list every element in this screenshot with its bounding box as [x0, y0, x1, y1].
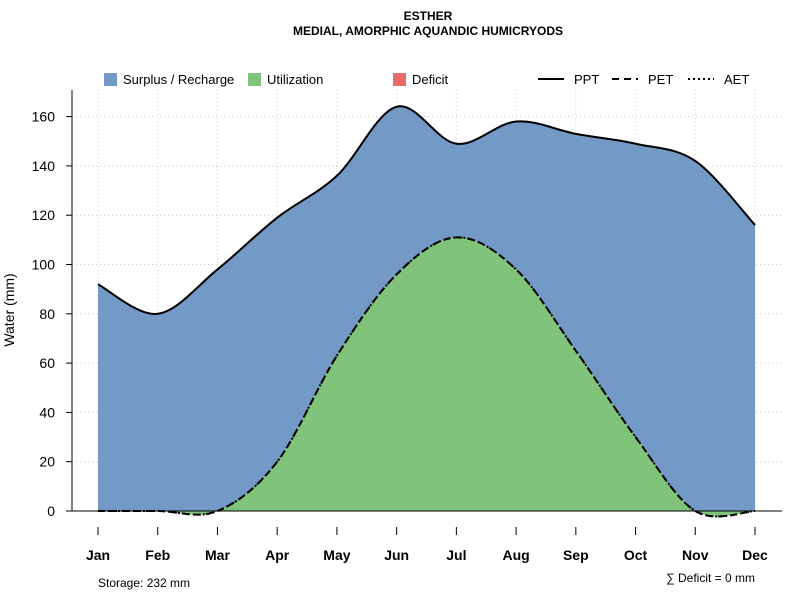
- y-tick-label: 160: [32, 109, 56, 125]
- areas: [98, 106, 755, 517]
- x-tick-label: Jul: [446, 547, 466, 563]
- deficit-note: ∑ Deficit = 0 mm: [666, 571, 755, 585]
- x-tick-label: Nov: [682, 547, 709, 563]
- legend-label: PET: [648, 72, 673, 87]
- legend-swatch: [393, 73, 406, 86]
- legend-label: AET: [724, 72, 749, 87]
- x-tick-label: Aug: [502, 547, 529, 563]
- x-tick-label: Sep: [563, 547, 589, 563]
- x-tick-label: Dec: [742, 547, 768, 563]
- y-tick-label: 120: [32, 207, 56, 223]
- x-tick-label: Apr: [265, 547, 290, 563]
- y-axis-label: Water (mm): [1, 273, 17, 346]
- legend-label: Deficit: [412, 72, 449, 87]
- x-tick-label: Oct: [624, 547, 648, 563]
- legend: Surplus / Recharge Utilization Deficit PPT P…: [104, 72, 749, 87]
- series-lines: [97, 105, 756, 518]
- y-tick-label: 60: [39, 355, 55, 371]
- y-tick-label: 20: [39, 454, 55, 470]
- x-tick-label: Jan: [86, 547, 110, 563]
- pet-line: [98, 236, 756, 518]
- storage-note: Storage: 232 mm: [98, 576, 190, 590]
- x-tick-label: Feb: [145, 547, 170, 563]
- legend-label: Utilization: [267, 72, 323, 87]
- legend-swatch: [104, 73, 117, 86]
- axes: 0 20 40 60 80 100 120 140 160 Jan Feb Mar Apr May Jun J…: [32, 90, 782, 563]
- x-tick-label: Mar: [205, 547, 230, 563]
- ppt-line: [97, 105, 756, 315]
- legend-label: Surplus / Recharge: [123, 72, 234, 87]
- y-tick-label: 80: [39, 306, 55, 322]
- legend-swatch: [248, 73, 261, 86]
- y-tick-label: 100: [32, 257, 56, 273]
- y-tick-label: 0: [47, 503, 55, 519]
- x-tick-label: May: [323, 547, 350, 563]
- x-tick-label: Jun: [384, 547, 409, 563]
- chart-subtitle: MEDIAL, AMORPHIC AQUANDIC HUMICRYODS: [293, 24, 563, 38]
- legend-label: PPT: [574, 72, 599, 87]
- y-tick-label: 40: [39, 404, 55, 420]
- utilization-area: [98, 237, 755, 517]
- y-tick-label: 140: [32, 158, 56, 174]
- chart-title: ESTHER: [404, 9, 453, 23]
